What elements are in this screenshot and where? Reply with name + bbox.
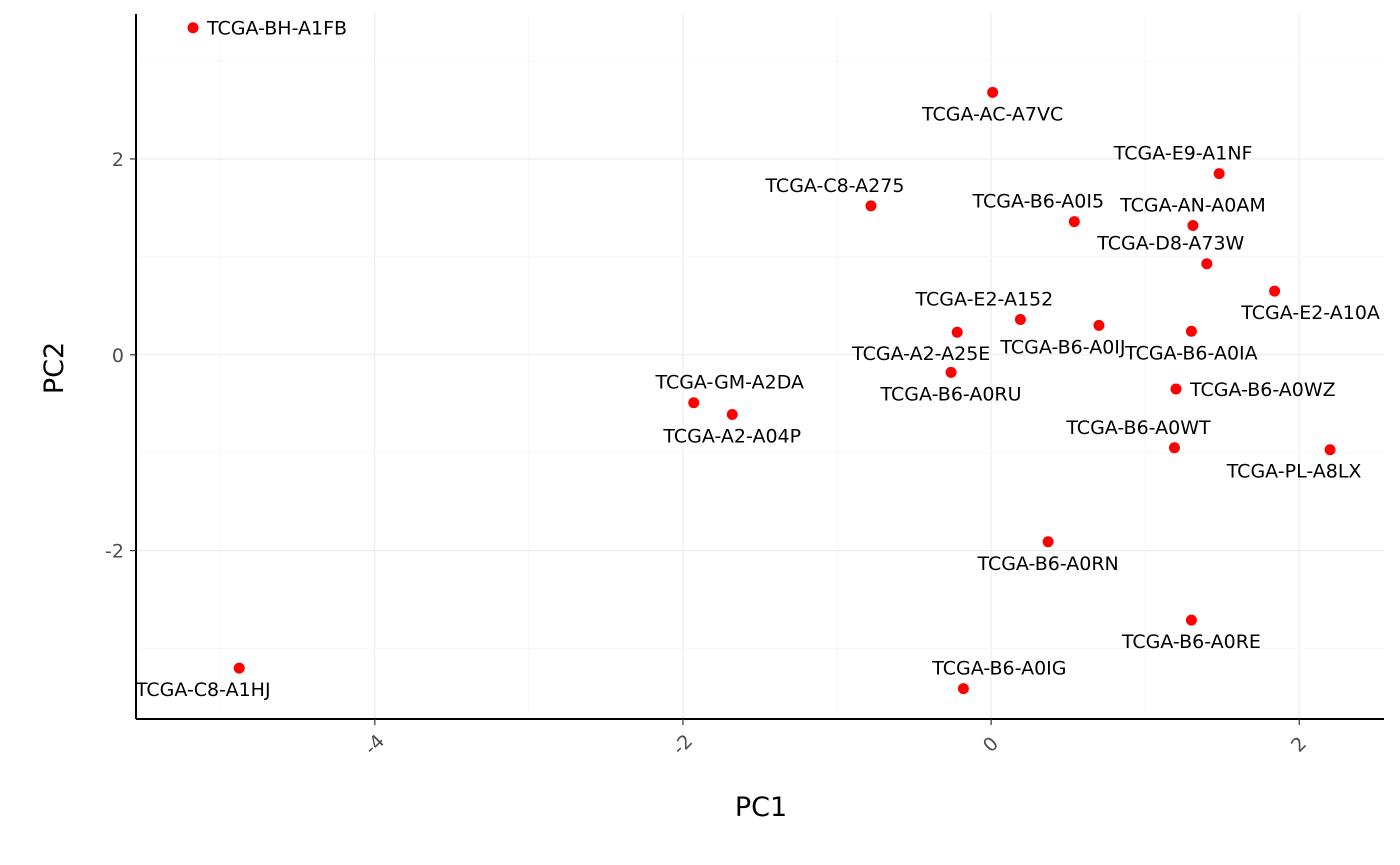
point-label: TCGA-C8-A275	[764, 175, 904, 197]
point-label: TCGA-PL-A8LX	[1226, 461, 1362, 483]
scatter-point	[1014, 314, 1026, 325]
point-label: TCGA-B6-A0I5	[972, 191, 1105, 213]
point-label: TCGA-BH-A1FB	[206, 18, 347, 40]
axes	[135, 14, 1384, 720]
scatter-point	[1042, 536, 1054, 548]
point-label: TCGA-B6-A0IA	[1124, 342, 1258, 364]
x-tick-label: 2	[1287, 733, 1311, 757]
point-label: TCGA-AC-A7VC	[921, 103, 1063, 125]
point-label: TCGA-A2-A04P	[662, 425, 801, 447]
point-label: TCGA-B6-A0RN	[976, 553, 1118, 575]
scatter-point	[233, 662, 245, 674]
point-label: TCGA-B6-A0RE	[1121, 631, 1261, 653]
point-label: TCGA-E9-A1NF	[1113, 143, 1253, 165]
scatter-point	[865, 200, 877, 212]
scatter-point	[987, 86, 999, 98]
scatter-point	[688, 397, 700, 409]
point-labels: TCGA-BH-A1FB TCGA-AC-A7VC TCGA-E9-A1NF TCGA…	[135, 18, 1380, 701]
scatter-point	[951, 326, 963, 338]
scatter-point	[957, 683, 969, 695]
scatter-point	[945, 366, 957, 378]
y-tick-label: 2	[112, 149, 124, 171]
scatter-point	[726, 408, 738, 420]
y-tick-label: 0	[112, 345, 124, 367]
scatter-point	[1201, 258, 1213, 270]
data-points	[187, 22, 1336, 695]
scatter-point	[1185, 325, 1197, 337]
scatter-point	[1187, 220, 1199, 231]
point-label: TCGA-B6-A0RU	[880, 383, 1022, 405]
y-tick-label: -2	[105, 541, 124, 563]
x-tick-label: -4	[360, 730, 389, 759]
point-label: TCGA-E2-A10A	[1240, 302, 1380, 324]
scatter-point	[1068, 216, 1080, 228]
scatter-point	[1185, 614, 1197, 626]
scatter-point	[187, 22, 199, 34]
x-tick-label: 0	[979, 733, 1003, 757]
scatter-point	[1269, 285, 1281, 297]
point-label: TCGA-GM-A2DA	[654, 372, 804, 394]
scatter-point	[1324, 444, 1336, 456]
x-axis-title: PC1	[735, 792, 787, 823]
point-label: TCGA-B6-A0IJ	[999, 336, 1125, 358]
point-label: TCGA-A2-A25E	[851, 343, 990, 365]
point-label: TCGA-B6-A0IG	[931, 658, 1066, 680]
point-label: TCGA-E2-A152	[915, 289, 1054, 311]
x-tick-label: -2	[668, 730, 697, 759]
scatter-point	[1093, 319, 1105, 331]
point-label: TCGA-B6-A0WZ	[1189, 379, 1336, 401]
scatter-point	[1168, 442, 1180, 454]
scatter-point	[1170, 383, 1182, 395]
grid	[136, 14, 1384, 719]
point-label: TCGA-B6-A0WT	[1065, 417, 1211, 439]
y-axis-title: PC2	[39, 342, 70, 394]
scatter-point	[1213, 168, 1225, 180]
point-label: TCGA-D8-A73W	[1096, 233, 1244, 255]
point-label: TCGA-AN-A0AM	[1119, 195, 1266, 217]
point-label: TCGA-C8-A1HJ	[135, 679, 271, 701]
